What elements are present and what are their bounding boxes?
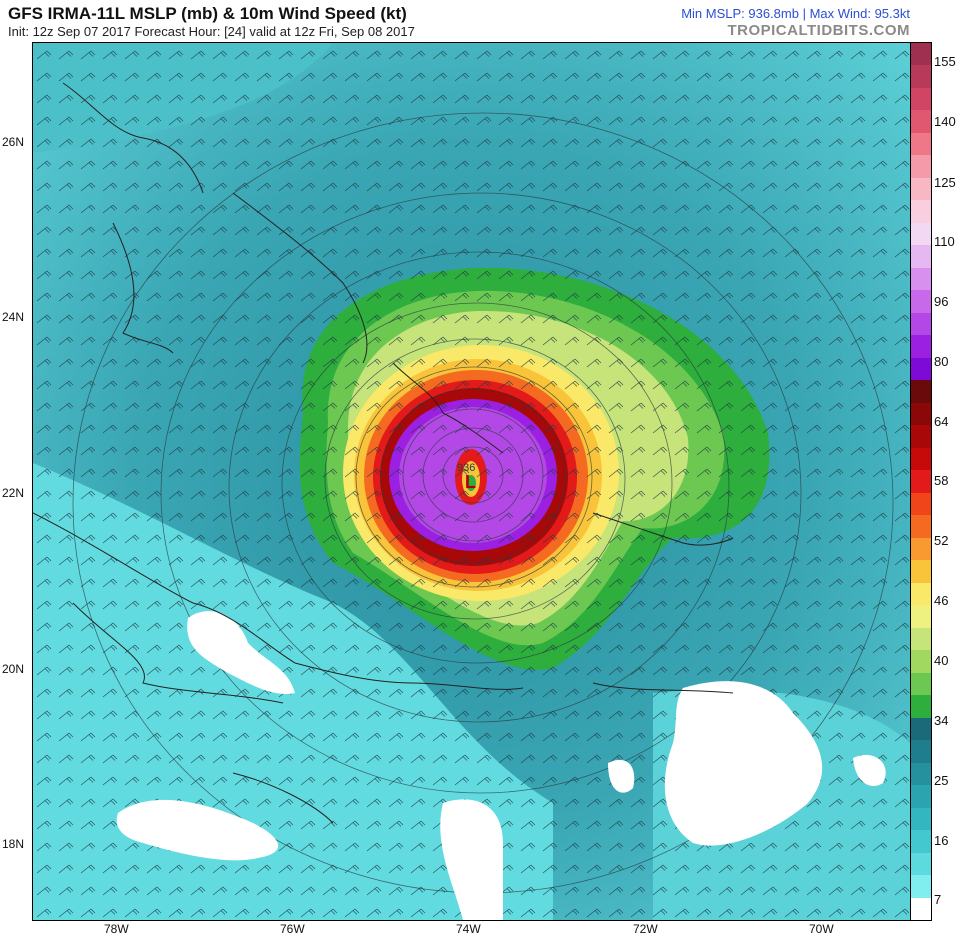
colorbar-swatch — [911, 537, 931, 561]
source-brand: TROPICALTIDBITS.COM — [727, 22, 910, 39]
colorbar-swatch — [911, 740, 931, 764]
lon-label-76w: 76W — [280, 922, 305, 936]
colorbar-swatch — [911, 357, 931, 381]
colorbar-swatch — [911, 132, 931, 156]
hispaniola-west-land — [608, 759, 635, 793]
colorbar-swatch — [911, 695, 931, 719]
colorbar-swatch — [911, 852, 931, 876]
lon-label-78w: 78W — [104, 922, 129, 936]
lat-label-20n: 20N — [2, 662, 25, 676]
colorbar-swatch — [911, 447, 931, 471]
colorbar-swatch — [911, 605, 931, 629]
colorbar-swatch — [911, 110, 931, 134]
colorbar-swatch — [911, 267, 931, 291]
land-masses — [116, 611, 886, 920]
lat-label-18n: 18N — [2, 837, 25, 851]
lon-label-74w: 74W — [456, 922, 481, 936]
colorbar-swatch — [911, 290, 931, 314]
colorbar-swatch — [911, 650, 931, 674]
colorbar-swatch — [911, 560, 931, 584]
colorbar-swatch — [911, 200, 931, 224]
colorbar-label: 16 — [934, 833, 949, 848]
map-panel: L 936 — [32, 42, 911, 921]
colorbar-swatch — [911, 470, 931, 494]
lat-label-24n: 24N — [2, 310, 25, 324]
hispaniola-east-land — [664, 681, 823, 846]
colorbar-label: 110 — [934, 234, 955, 249]
colorbar-swatch — [911, 672, 931, 696]
colorbar-swatch — [911, 222, 931, 246]
colorbar-swatch — [911, 897, 931, 921]
colorbar-label: 52 — [934, 533, 949, 548]
colorbar-swatch — [911, 717, 931, 741]
colorbar-swatch — [911, 492, 931, 516]
jamaica-land — [116, 799, 279, 861]
colorbar-swatch — [911, 335, 931, 359]
colorbar-swatch — [911, 380, 931, 404]
low-pressure-symbol: L — [465, 472, 476, 492]
lon-label-70w: 70W — [809, 922, 834, 936]
colorbar-swatch — [911, 627, 931, 651]
colorbar-label: 125 — [934, 175, 956, 190]
colorbar-label: 80 — [934, 354, 949, 369]
colorbar-swatch — [911, 87, 931, 111]
storm-stats: Min MSLP: 936.8mb | Max Wind: 95.3kt — [681, 6, 910, 21]
puerto-rico-land — [853, 754, 886, 786]
lon-label-72w: 72W — [633, 922, 658, 936]
storm-center-marker: L 936 — [457, 462, 476, 492]
colorbar-swatch — [911, 425, 931, 449]
colorbar-label: 140 — [934, 114, 956, 129]
map-title: GFS IRMA-11L MSLP (mb) & 10m Wind Speed … — [8, 4, 407, 23]
colorbar-swatch — [911, 43, 931, 66]
colorbar-label: 46 — [934, 593, 949, 608]
haiti-peninsula-land — [440, 799, 503, 920]
colorbar-swatch — [911, 177, 931, 201]
colorbar-swatch — [911, 807, 931, 831]
colorbar-label: 155 — [934, 54, 956, 69]
colorbar-swatch — [911, 245, 931, 269]
coastlines — [33, 82, 734, 824]
colorbar-label: 40 — [934, 653, 949, 668]
colorbar-swatch — [911, 65, 931, 89]
min-pressure-label: 936 — [457, 462, 475, 474]
colorbar-swatch — [911, 785, 931, 809]
forecast-info: Init: 12z Sep 07 2017 Forecast Hour: [24… — [8, 24, 415, 39]
colorbar-swatch — [911, 312, 931, 336]
colorbar-swatch — [911, 155, 931, 179]
colorbar-label: 34 — [934, 713, 949, 728]
colorbar-swatch — [911, 830, 931, 854]
colorbar-swatch — [911, 582, 931, 606]
lat-label-22n: 22N — [2, 486, 25, 500]
colorbar-swatch — [911, 402, 931, 426]
colorbar-swatch — [911, 762, 931, 786]
colorbar-label: 25 — [934, 773, 949, 788]
colorbar-label: 58 — [934, 473, 949, 488]
cuba-east-land — [187, 611, 295, 694]
colorbar-label: 96 — [934, 294, 949, 309]
colorbar-swatch — [911, 875, 931, 898]
colorbar-label: 64 — [934, 414, 949, 429]
colorbar-label: 7 — [934, 892, 942, 907]
lat-label-26n: 26N — [2, 135, 25, 149]
colorbar-swatch — [911, 515, 931, 539]
wind-field-svg: L 936 — [33, 43, 910, 920]
wind-speed-colorbar — [910, 42, 932, 921]
